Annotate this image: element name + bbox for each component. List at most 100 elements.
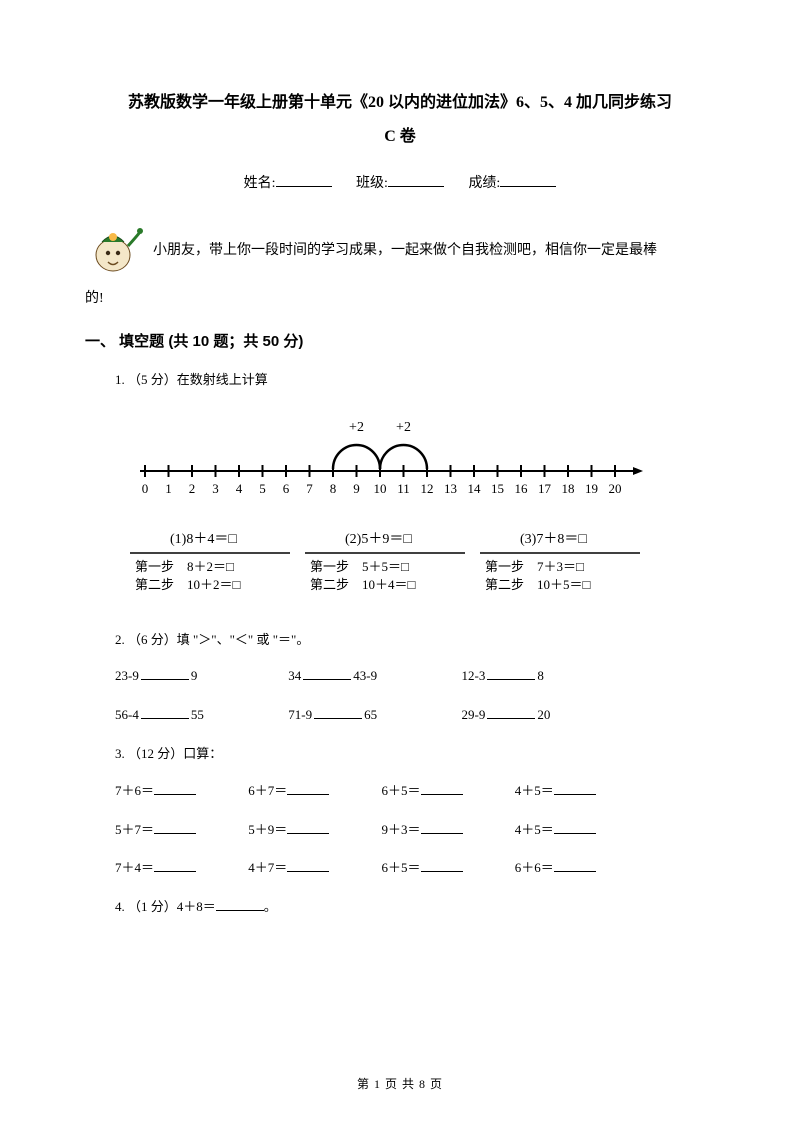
q4-before: 4. （1 分）4＋8＝ xyxy=(115,899,216,914)
calc-expr: 7＋6＝ xyxy=(115,783,154,798)
calc-row-2: 5＋7＝ 5＋9＝ 9＋3＝ 4＋5＝ xyxy=(115,820,715,841)
calc-expr: 4＋5＝ xyxy=(515,783,554,798)
svg-text:9: 9 xyxy=(353,481,360,496)
cmp-right: 20 xyxy=(537,707,550,722)
svg-text:+2: +2 xyxy=(349,420,364,435)
calc-blank[interactable] xyxy=(554,822,596,834)
svg-text:2: 2 xyxy=(189,481,196,496)
page-title: 苏教版数学一年级上册第十单元《20 以内的进位加法》6、5、4 加几同步练习 xyxy=(85,90,715,116)
svg-text:3: 3 xyxy=(212,481,219,496)
cmp-right: 55 xyxy=(191,707,204,722)
cmp-blank[interactable] xyxy=(487,707,535,719)
intro-text-1: 小朋友，带上你一段时间的学习成果，一起来做个自我检测吧，相信你一定是最棒 xyxy=(153,240,715,262)
info-row: 姓名: 班级: 成绩: xyxy=(85,173,715,195)
cmp-blank[interactable] xyxy=(314,707,362,719)
svg-text:8: 8 xyxy=(330,481,337,496)
question-4: 4. （1 分）4＋8＝ 。 xyxy=(115,897,715,918)
calc-expr: 6＋5＝ xyxy=(382,783,421,798)
svg-text:+2: +2 xyxy=(396,420,411,435)
compare-row-1: 23-9 9 34 43-9 12-3 8 xyxy=(115,666,715,687)
calc-expr: 4＋5＝ xyxy=(515,822,554,837)
svg-text:1: 1 xyxy=(165,481,172,496)
svg-text:(2)5＋9＝□: (2)5＋9＝□ xyxy=(345,532,412,547)
cmp-right: 8 xyxy=(537,668,544,683)
cmp-blank[interactable] xyxy=(141,668,189,680)
svg-text:(3)7＋8＝□: (3)7＋8＝□ xyxy=(520,532,587,547)
calc-expr: 6＋6＝ xyxy=(515,860,554,875)
cmp-left: 12-3 xyxy=(462,668,486,683)
svg-text:第一步 8＋2＝□: 第一步 8＋2＝□ xyxy=(135,559,234,574)
svg-text:第一步 7＋3＝□: 第一步 7＋3＝□ xyxy=(485,559,584,574)
svg-text:17: 17 xyxy=(538,481,552,496)
cmp-blank[interactable] xyxy=(303,668,351,680)
svg-text:18: 18 xyxy=(562,481,575,496)
class-blank[interactable] xyxy=(388,173,444,187)
calc-blank[interactable] xyxy=(554,860,596,872)
intro-text-2: 的! xyxy=(85,288,715,310)
step-table: (1)8＋4＝□第一步 8＋2＝□第二步 10＋2＝□(2)5＋9＝□第一步 5… xyxy=(125,525,715,611)
calc-expr: 6＋7＝ xyxy=(248,783,287,798)
calc-blank[interactable] xyxy=(421,822,463,834)
calc-expr: 5＋9＝ xyxy=(248,822,287,837)
calc-row-3: 7＋4＝ 4＋7＝ 6＋5＝ 6＋6＝ xyxy=(115,858,715,879)
name-blank[interactable] xyxy=(276,173,332,187)
calc-expr: 6＋5＝ xyxy=(382,860,421,875)
calc-expr: 4＋7＝ xyxy=(248,860,287,875)
question-3: 3. （12 分）口算： xyxy=(115,744,715,765)
svg-text:第二步 10＋4＝□: 第二步 10＋4＝□ xyxy=(310,577,416,592)
svg-text:10: 10 xyxy=(374,481,387,496)
compare-row-2: 56-4 55 71-9 65 29-9 20 xyxy=(115,705,715,726)
cmp-right: 65 xyxy=(364,707,377,722)
calc-blank[interactable] xyxy=(287,822,329,834)
svg-text:(1)8＋4＝□: (1)8＋4＝□ xyxy=(170,532,237,547)
calc-blank[interactable] xyxy=(154,822,196,834)
svg-text:第二步 10＋5＝□: 第二步 10＋5＝□ xyxy=(485,577,591,592)
calc-blank[interactable] xyxy=(287,860,329,872)
question-2: 2. （6 分）填 "＞"、"＜" 或 "＝"。 xyxy=(115,630,715,651)
page-subtitle: C 卷 xyxy=(85,124,715,150)
svg-text:4: 4 xyxy=(236,481,243,496)
calc-blank[interactable] xyxy=(554,783,596,795)
cmp-right: 43-9 xyxy=(353,668,377,683)
svg-text:7: 7 xyxy=(306,481,313,496)
q4-blank[interactable] xyxy=(216,899,264,911)
cmp-left: 56-4 xyxy=(115,707,139,722)
svg-text:第二步 10＋2＝□: 第二步 10＋2＝□ xyxy=(135,577,241,592)
name-label: 姓名: xyxy=(244,176,276,191)
calc-blank[interactable] xyxy=(287,783,329,795)
svg-text:14: 14 xyxy=(468,481,482,496)
q4-after: 。 xyxy=(264,899,277,914)
calc-expr: 7＋4＝ xyxy=(115,860,154,875)
calc-blank[interactable] xyxy=(421,783,463,795)
calc-expr: 5＋7＝ xyxy=(115,822,154,837)
calc-expr: 9＋3＝ xyxy=(382,822,421,837)
svg-text:12: 12 xyxy=(421,481,434,496)
section-1-head: 一、 填空题 (共 10 题；共 50 分) xyxy=(85,330,715,354)
svg-text:6: 6 xyxy=(283,481,290,496)
cmp-blank[interactable] xyxy=(141,707,189,719)
calc-row-1: 7＋6＝ 6＋7＝ 6＋5＝ 4＋5＝ xyxy=(115,781,715,802)
cmp-left: 23-9 xyxy=(115,668,139,683)
question-1: 1. （5 分）在数射线上计算 xyxy=(115,370,715,391)
svg-text:15: 15 xyxy=(491,481,504,496)
class-label: 班级: xyxy=(356,176,388,191)
intro-row: 小朋友，带上你一段时间的学习成果，一起来做个自我检测吧，相信你一定是最棒 xyxy=(85,222,715,282)
number-line: +2+2 01234567891011121314151617181920 xyxy=(135,411,715,509)
calc-blank[interactable] xyxy=(154,860,196,872)
cmp-left: 29-9 xyxy=(462,707,486,722)
svg-text:16: 16 xyxy=(515,481,529,496)
cmp-right: 9 xyxy=(191,668,198,683)
score-label: 成绩: xyxy=(468,176,500,191)
svg-text:13: 13 xyxy=(444,481,457,496)
score-blank[interactable] xyxy=(500,173,556,187)
svg-text:20: 20 xyxy=(609,481,622,496)
svg-text:0: 0 xyxy=(142,481,149,496)
calc-blank[interactable] xyxy=(421,860,463,872)
svg-text:19: 19 xyxy=(585,481,598,496)
svg-text:11: 11 xyxy=(397,481,410,496)
cmp-left: 71-9 xyxy=(288,707,312,722)
cmp-blank[interactable] xyxy=(487,668,535,680)
page-footer: 第 1 页 共 8 页 xyxy=(0,1075,800,1094)
cmp-left: 34 xyxy=(288,668,301,683)
calc-blank[interactable] xyxy=(154,783,196,795)
